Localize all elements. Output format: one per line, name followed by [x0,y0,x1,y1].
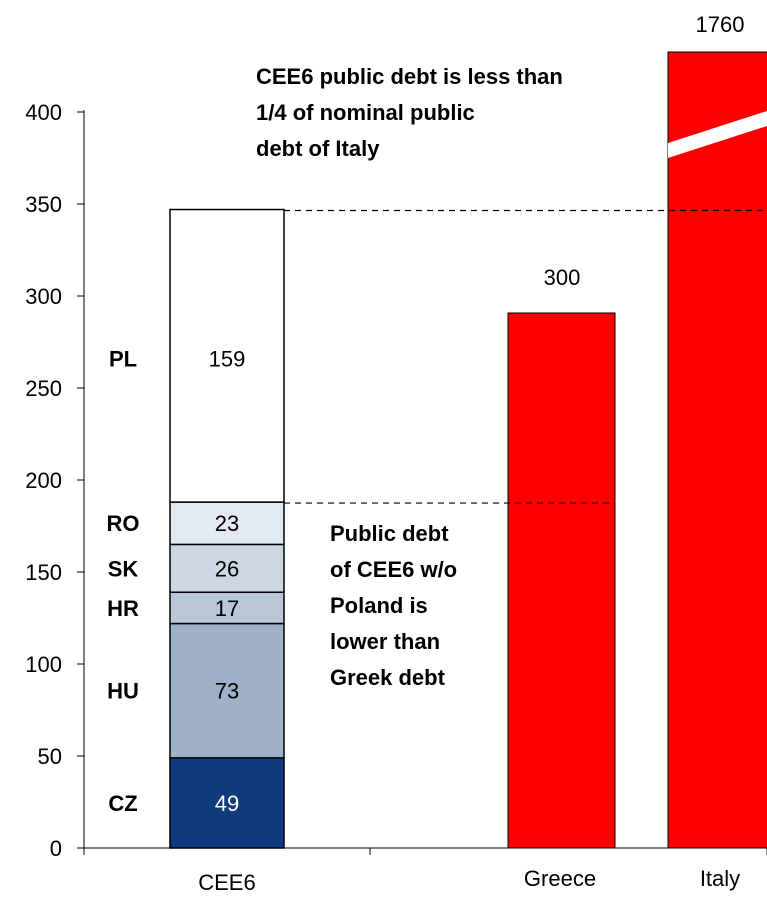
italy-value-label: 1760 [696,12,745,37]
country-label-cz: CZ [108,791,137,816]
greek-note-line-3: Poland is [330,593,428,618]
italy-note-line-1: CEE6 public debt is less than [256,64,563,89]
y-tick-label: 150 [25,560,62,585]
bar-segment-hr [169,591,285,625]
bars [169,51,767,849]
segment-value-hu: 73 [215,679,239,704]
y-tick-label: 350 [25,192,62,217]
segment-value-hr: 17 [215,596,239,621]
bar-segment-sk [169,543,285,593]
bar-segment-pl [169,208,285,503]
y-tick-label: 200 [25,468,62,493]
bar-italy [667,51,767,849]
y-tick-label: 0 [50,836,62,861]
bar-segment-cz [169,757,285,849]
y-tick-label: 250 [25,376,62,401]
country-label-sk: SK [108,556,139,581]
y-tick-label: 50 [38,744,62,769]
segment-value-ro: 23 [215,511,239,536]
italy-note-line-3: debt of Italy [256,136,380,161]
greek-note-line-2: of CEE6 w/o [330,557,457,582]
country-label-pl: PL [109,347,137,372]
bar-segment-hu [169,622,285,759]
y-tick-label: 100 [25,652,62,677]
greek-note-line-5: Greek debt [330,665,446,690]
italy-note-line-2: 1/4 of nominal public [256,100,475,125]
x-label-italy: Italy [700,866,740,891]
bar-segment-ro [169,501,285,546]
segment-value-cz: 49 [215,791,239,816]
greek-note-line-1: Public debt [330,521,449,546]
y-tick-label: 400 [25,100,62,125]
y-tick-label: 300 [25,284,62,309]
labels: 49 CZ 73 HU 17 HR 26 SK 23 RO 159 PL [107,347,246,816]
country-label-hr: HR [107,596,139,621]
greek-note-line-4: lower than [330,629,440,654]
x-label-cee6: CEE6 [198,870,255,895]
segment-value-sk: 26 [215,556,239,581]
y-axis-ticks: 0 50 100 150 200 250 300 350 400 [25,100,767,861]
bar-greece [507,312,616,849]
greece-value-label: 300 [544,265,581,290]
x-label-greece: Greece [524,866,596,891]
segment-value-pl: 159 [209,347,246,372]
country-label-hu: HU [107,679,139,704]
country-label-ro: RO [107,511,140,536]
italy-axis-break [668,110,767,158]
